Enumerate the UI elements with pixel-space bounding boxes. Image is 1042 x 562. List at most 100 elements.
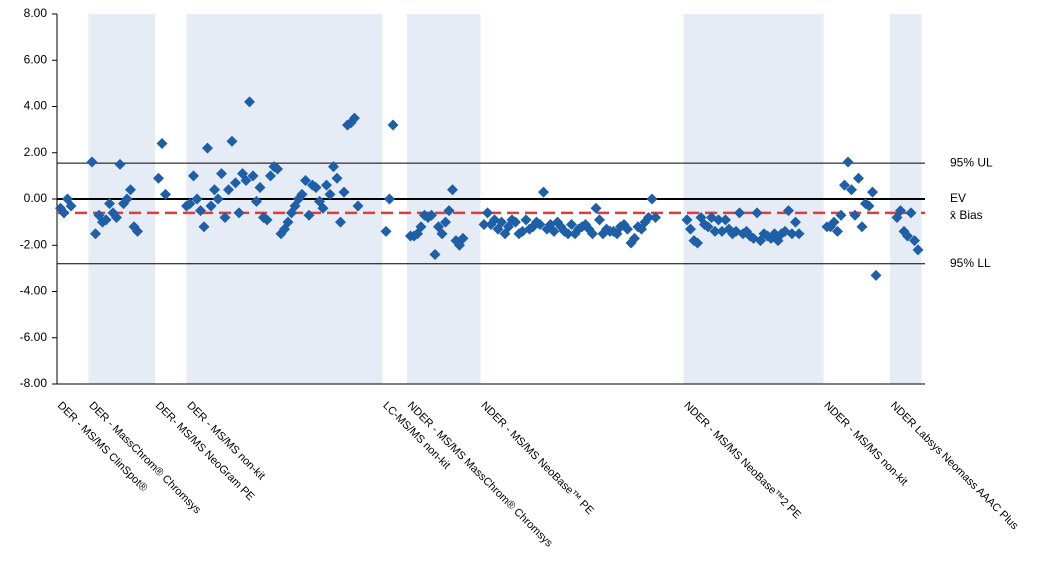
data-point [895, 205, 906, 217]
data-point [321, 179, 332, 191]
data-point [734, 207, 745, 219]
data-point [384, 193, 395, 205]
data-point [247, 170, 259, 182]
data-point [90, 228, 101, 240]
data-point [254, 181, 266, 193]
data-point [328, 161, 339, 173]
data-point [233, 207, 245, 219]
y-tick-label: -6.00 [20, 330, 48, 344]
data-point [839, 179, 850, 191]
group-label: NDER - MS/MS NeoBase™ PE [478, 400, 595, 517]
data-point [643, 212, 654, 223]
data-point [912, 244, 924, 256]
data-point [478, 218, 490, 230]
data-point [125, 184, 136, 196]
data-point [849, 209, 861, 221]
data-point [828, 216, 840, 228]
data-point [415, 221, 427, 233]
data-point [132, 225, 143, 237]
reference-label: 95% UL [950, 155, 993, 169]
data-point [720, 214, 731, 226]
data-point [786, 228, 798, 240]
group-label: NDER Labsys Neomass AAAC Plus [888, 400, 1021, 533]
data-point [681, 214, 693, 226]
data-point [114, 158, 126, 170]
data-point [702, 221, 714, 233]
data-point [622, 223, 633, 235]
data-point [265, 170, 276, 182]
data-point [629, 232, 640, 244]
data-point [209, 184, 220, 196]
data-point [212, 193, 224, 205]
data-point [205, 200, 217, 212]
data-point [352, 200, 364, 212]
reference-label: x̄ Bias [950, 208, 983, 222]
data-point [282, 216, 294, 228]
data-point [692, 237, 703, 249]
data-point [863, 200, 875, 212]
data-point [335, 216, 346, 228]
reference-label: 95% LL [950, 256, 991, 270]
data-point [191, 193, 203, 205]
y-tick-label: -8.00 [20, 376, 48, 390]
data-point [587, 228, 598, 240]
y-tick-label: 4.00 [24, 99, 48, 113]
data-point [188, 170, 199, 182]
data-point [457, 232, 469, 244]
group-label: NDER - MS/MS NeoBase™2 PE [681, 400, 803, 522]
data-point [646, 193, 658, 205]
data-point [310, 181, 322, 193]
y-tick-label: -2.00 [20, 237, 48, 251]
data-point [510, 216, 521, 228]
data-point [261, 214, 273, 226]
data-point [349, 112, 360, 124]
data-point [331, 172, 343, 184]
data-point [902, 230, 913, 242]
data-point [153, 172, 164, 184]
y-tick-label: -4.00 [20, 284, 48, 298]
data-point [548, 225, 560, 237]
y-tick-label: 6.00 [24, 52, 48, 66]
data-point [338, 186, 350, 198]
data-point [534, 218, 546, 230]
data-point [240, 175, 252, 186]
group-label: NDER - MS/MS MassChrom® Chromsys [405, 400, 555, 550]
reference-label: EV [950, 191, 966, 205]
data-point [65, 200, 77, 212]
data-point [783, 205, 794, 217]
data-point [317, 202, 329, 214]
data-point [594, 214, 605, 226]
data-point [870, 269, 882, 281]
data-point [853, 172, 864, 184]
data-point [566, 218, 577, 230]
data-point [867, 186, 878, 198]
data-point [832, 225, 843, 237]
data-point [230, 177, 241, 189]
y-tick-label: 2.00 [24, 145, 48, 159]
data-point [440, 216, 451, 228]
data-point [387, 119, 399, 131]
data-point [590, 202, 602, 214]
data-point [156, 138, 168, 149]
data-point [751, 207, 763, 219]
data-point [429, 249, 441, 260]
data-point [198, 221, 210, 233]
data-point [303, 209, 315, 221]
data-point [219, 212, 231, 223]
data-point [223, 184, 234, 196]
data-point [685, 223, 696, 235]
data-point [447, 184, 458, 196]
group-label: DER - MassChrom® Chromsys [86, 400, 203, 517]
data-point [195, 205, 206, 217]
data-point [443, 205, 455, 217]
data-point [184, 198, 196, 210]
data-point [216, 168, 227, 180]
y-tick-label: 8.00 [24, 6, 48, 20]
data-point [436, 228, 448, 240]
data-point [835, 209, 847, 221]
data-point [104, 198, 115, 210]
data-point [496, 216, 507, 228]
data-point [111, 212, 122, 223]
data-point [562, 228, 574, 240]
